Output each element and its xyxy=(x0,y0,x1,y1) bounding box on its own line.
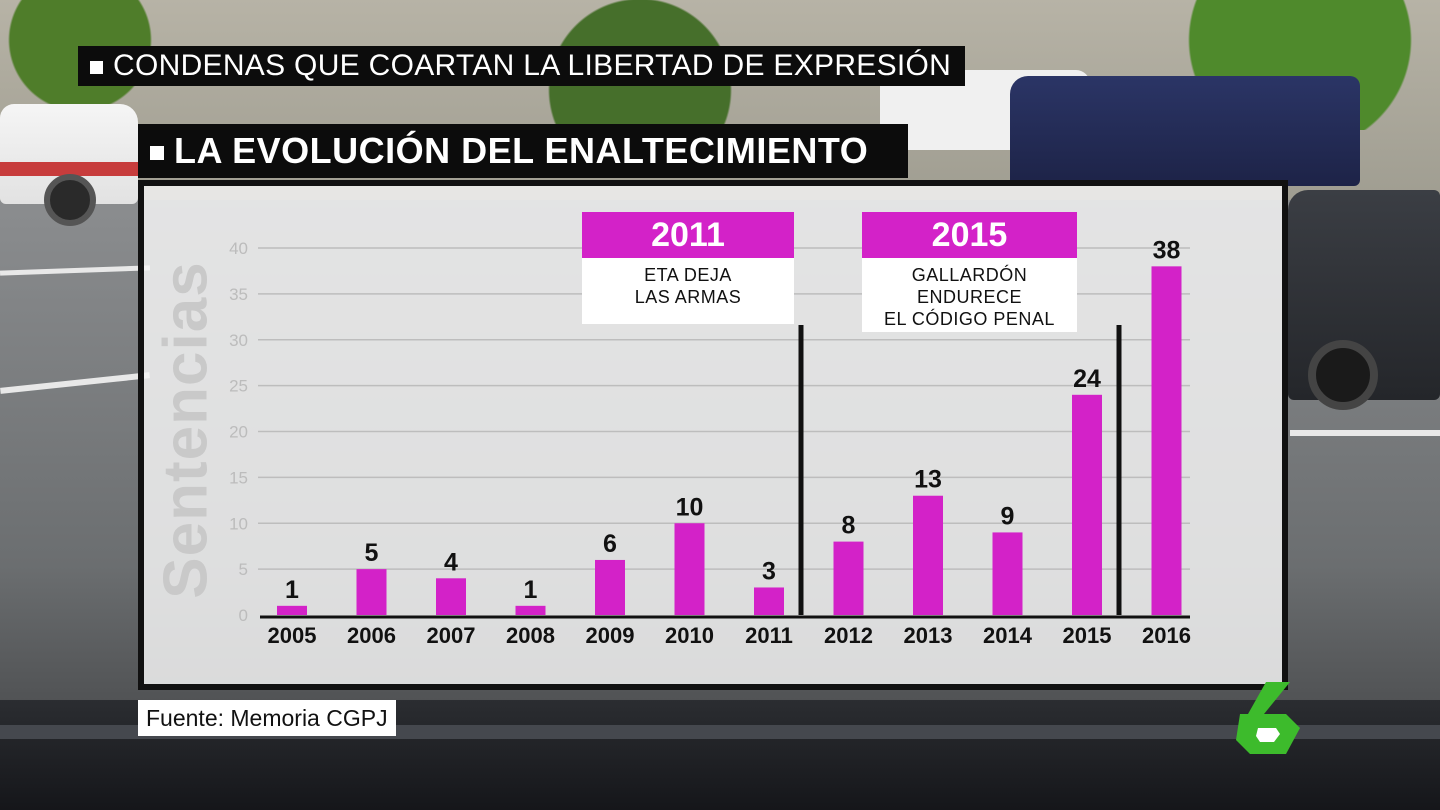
data-label: 4 xyxy=(444,548,458,576)
bar-chart: 0 5 10 15 20 25 30 35 40 1 2005 5 2006 4 2007 1 2008 6 200… xyxy=(229,236,1191,648)
bar xyxy=(1151,266,1182,615)
bullet-square-icon xyxy=(150,146,164,161)
y-tick-label: 30 xyxy=(229,331,248,350)
data-label: 13 xyxy=(914,466,942,494)
bar xyxy=(992,532,1023,615)
x-tick-label: 2014 xyxy=(983,623,1033,648)
x-tick-label: 2006 xyxy=(347,623,396,648)
bar xyxy=(1072,394,1102,615)
y-tick-label: 40 xyxy=(229,239,248,258)
y-tick-label: 0 xyxy=(239,606,248,625)
annotation-2011: 2011 ETA DEJA LAS ARMAS xyxy=(582,212,794,324)
data-label: 24 xyxy=(1073,365,1101,393)
bar xyxy=(674,523,705,615)
data-label: 8 xyxy=(842,512,856,540)
annotation-line: GALLARDÓN xyxy=(911,265,1028,285)
bar xyxy=(515,605,546,615)
data-label: 10 xyxy=(676,493,704,521)
data-label: 3 xyxy=(762,557,776,585)
data-label: 5 xyxy=(365,539,379,567)
y-tick-label: 20 xyxy=(229,423,248,442)
x-tick-label: 2013 xyxy=(904,623,953,648)
source-caption: Fuente: Memoria CGPJ xyxy=(138,700,396,736)
annotation-line: ENDURECE xyxy=(916,287,1022,307)
channel-logo-icon xyxy=(1236,682,1300,754)
y-tick-label: 10 xyxy=(229,514,248,533)
annotation-note: ETA DEJA LAS ARMAS xyxy=(582,258,794,324)
annotation-2015: 2015 GALLARDÓN ENDURECE EL CÓDIGO PENAL xyxy=(862,212,1077,332)
bar xyxy=(754,587,784,615)
data-label: 1 xyxy=(524,576,538,604)
bullet-square-icon xyxy=(90,60,103,74)
annotation-line: EL CÓDIGO PENAL xyxy=(884,309,1055,329)
y-tick-label: 25 xyxy=(229,377,248,396)
y-tick-label: 5 xyxy=(239,560,248,579)
data-label: 38 xyxy=(1153,236,1181,264)
data-label: 6 xyxy=(603,530,617,558)
bar xyxy=(436,578,466,615)
x-tick-label: 2016 xyxy=(1142,623,1191,648)
annotation-line: ETA DEJA xyxy=(644,265,732,285)
x-tick-label: 2007 xyxy=(427,623,476,648)
bar xyxy=(356,569,387,615)
headline-section-text: LA EVOLUCIÓN DEL ENALTECIMIENTO xyxy=(174,130,869,171)
data-label: 1 xyxy=(285,576,299,604)
annotation-year: 2015 xyxy=(862,212,1077,258)
x-tick-label: 2012 xyxy=(824,623,873,648)
annotation-year: 2011 xyxy=(582,212,794,258)
annotation-note: GALLARDÓN ENDURECE EL CÓDIGO PENAL xyxy=(862,258,1077,332)
x-tick-label: 2008 xyxy=(506,623,555,648)
x-tick-label: 2015 xyxy=(1063,623,1112,648)
headline-top: CONDENAS QUE COARTAN LA LIBERTAD DE EXPR… xyxy=(78,46,966,86)
bar xyxy=(595,559,625,615)
bar xyxy=(277,605,307,615)
x-tick-label: 2010 xyxy=(665,623,714,648)
x-tick-label: 2011 xyxy=(745,623,793,648)
headline-top-text: CONDENAS QUE COARTAN LA LIBERTAD DE EXPR… xyxy=(113,49,952,82)
x-tick-label: 2009 xyxy=(586,623,635,648)
data-label: 9 xyxy=(1001,502,1015,530)
headline-section: LA EVOLUCIÓN DEL ENALTECIMIENTO xyxy=(138,124,909,178)
y-axis-label-text: Sentencias xyxy=(151,261,221,599)
bar xyxy=(833,541,864,615)
y-tick-label: 35 xyxy=(229,285,248,304)
bar xyxy=(913,495,943,615)
x-tick-label: 2005 xyxy=(268,623,317,648)
annotation-line: LAS ARMAS xyxy=(634,287,742,307)
y-tick-label: 15 xyxy=(229,468,248,487)
